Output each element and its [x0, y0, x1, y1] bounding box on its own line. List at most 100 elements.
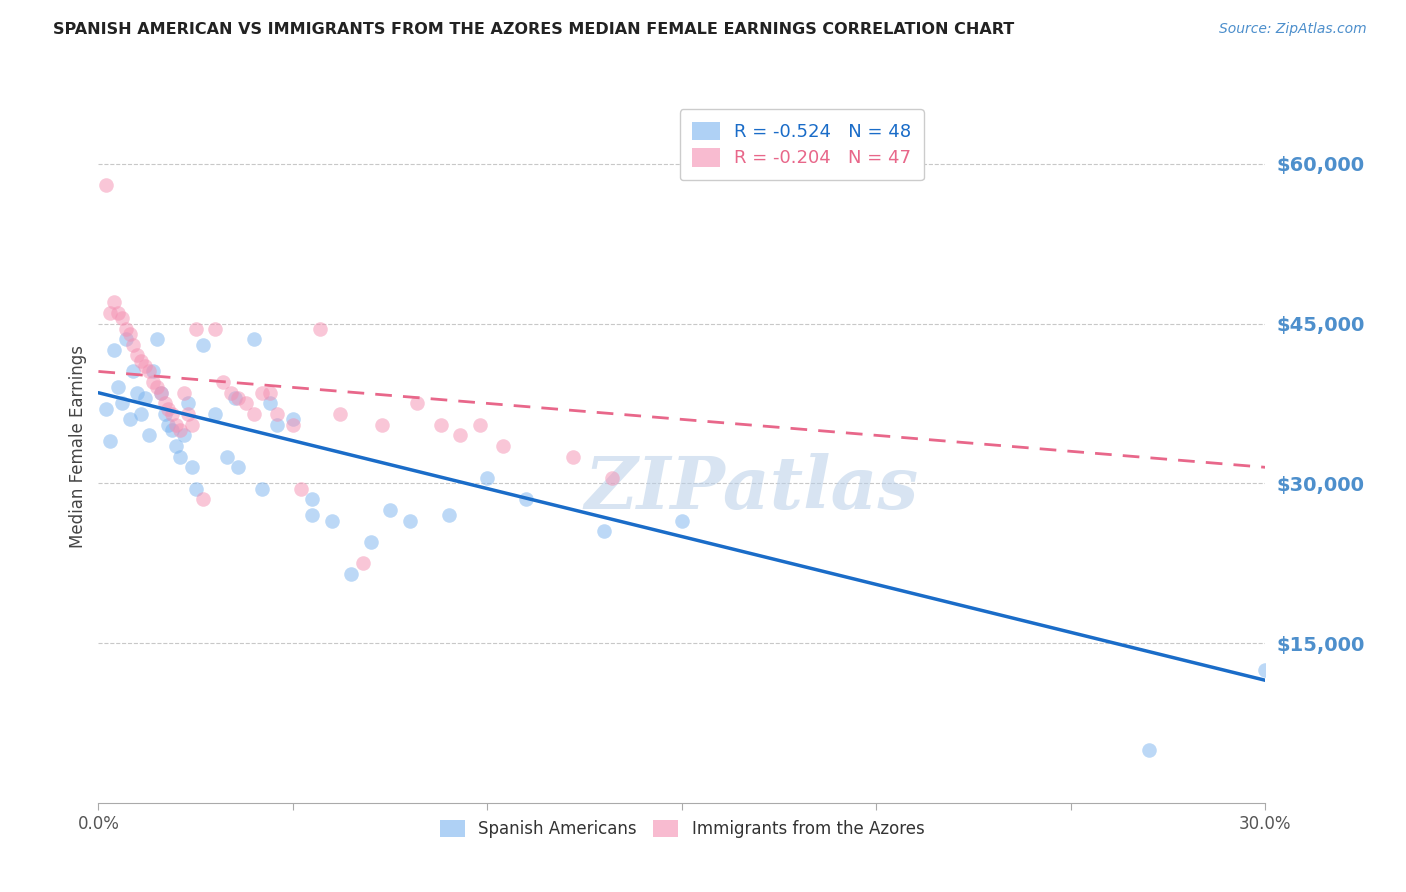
Point — [329, 407, 352, 421]
Point — [204, 407, 226, 421]
Point — [193, 338, 215, 352]
Point — [111, 311, 134, 326]
Point — [321, 514, 343, 528]
Point — [107, 306, 129, 320]
Point — [250, 482, 273, 496]
Point — [228, 391, 250, 405]
Point — [243, 407, 266, 421]
Point — [235, 396, 257, 410]
Point — [122, 338, 145, 352]
Point — [290, 482, 312, 496]
Point — [96, 401, 118, 416]
Point — [250, 385, 273, 400]
Point — [406, 396, 429, 410]
Point — [103, 295, 125, 310]
Point — [177, 396, 200, 410]
Point — [449, 428, 471, 442]
Point — [149, 385, 172, 400]
Point — [281, 417, 304, 432]
Point — [96, 178, 118, 192]
Point — [103, 343, 125, 358]
Point — [142, 375, 165, 389]
Point — [352, 556, 374, 570]
Point — [107, 380, 129, 394]
Point — [118, 412, 141, 426]
Point — [153, 407, 176, 421]
Point — [165, 439, 187, 453]
Point — [127, 349, 149, 363]
Point — [1254, 663, 1277, 677]
Point — [1137, 742, 1160, 756]
Point — [212, 375, 235, 389]
Point — [138, 364, 160, 378]
Text: SPANISH AMERICAN VS IMMIGRANTS FROM THE AZORES MEDIAN FEMALE EARNINGS CORRELATIO: SPANISH AMERICAN VS IMMIGRANTS FROM THE … — [53, 22, 1015, 37]
Point — [157, 401, 180, 416]
Point — [204, 322, 226, 336]
Point — [228, 460, 250, 475]
Point — [180, 460, 202, 475]
Point — [266, 407, 288, 421]
Legend: Spanish Americans, Immigrants from the Azores: Spanish Americans, Immigrants from the A… — [433, 813, 931, 845]
Point — [301, 492, 323, 507]
Point — [429, 417, 451, 432]
Text: Source: ZipAtlas.com: Source: ZipAtlas.com — [1219, 22, 1367, 37]
Point — [281, 412, 304, 426]
Point — [169, 450, 191, 464]
Point — [243, 333, 266, 347]
Point — [562, 450, 585, 464]
Point — [162, 423, 184, 437]
Point — [98, 434, 121, 448]
Point — [360, 534, 382, 549]
Point — [153, 396, 176, 410]
Point — [301, 508, 323, 523]
Point — [193, 492, 215, 507]
Point — [219, 385, 242, 400]
Point — [437, 508, 460, 523]
Point — [129, 407, 152, 421]
Point — [259, 385, 281, 400]
Point — [340, 566, 363, 581]
Point — [398, 514, 420, 528]
Point — [266, 417, 288, 432]
Point — [146, 333, 169, 347]
Point — [169, 423, 191, 437]
Point — [259, 396, 281, 410]
Point — [134, 359, 156, 373]
Point — [98, 306, 121, 320]
Point — [468, 417, 491, 432]
Y-axis label: Median Female Earnings: Median Female Earnings — [69, 344, 87, 548]
Point — [215, 450, 238, 464]
Point — [380, 503, 402, 517]
Point — [371, 417, 394, 432]
Point — [515, 492, 537, 507]
Point — [165, 417, 187, 432]
Text: ZIPatlas: ZIPatlas — [585, 453, 920, 524]
Point — [173, 385, 195, 400]
Point — [157, 417, 180, 432]
Point — [134, 391, 156, 405]
Point — [600, 471, 623, 485]
Point — [114, 322, 136, 336]
Point — [593, 524, 616, 539]
Point — [114, 333, 136, 347]
Point — [149, 385, 172, 400]
Point — [309, 322, 332, 336]
Point — [142, 364, 165, 378]
Point — [111, 396, 134, 410]
Point — [127, 385, 149, 400]
Point — [477, 471, 499, 485]
Point — [184, 322, 207, 336]
Point — [118, 327, 141, 342]
Point — [180, 417, 202, 432]
Point — [177, 407, 200, 421]
Point — [492, 439, 515, 453]
Point — [184, 482, 207, 496]
Point — [122, 364, 145, 378]
Point — [173, 428, 195, 442]
Point — [146, 380, 169, 394]
Point — [224, 391, 246, 405]
Point — [138, 428, 160, 442]
Point — [129, 353, 152, 368]
Point — [162, 407, 184, 421]
Point — [671, 514, 693, 528]
